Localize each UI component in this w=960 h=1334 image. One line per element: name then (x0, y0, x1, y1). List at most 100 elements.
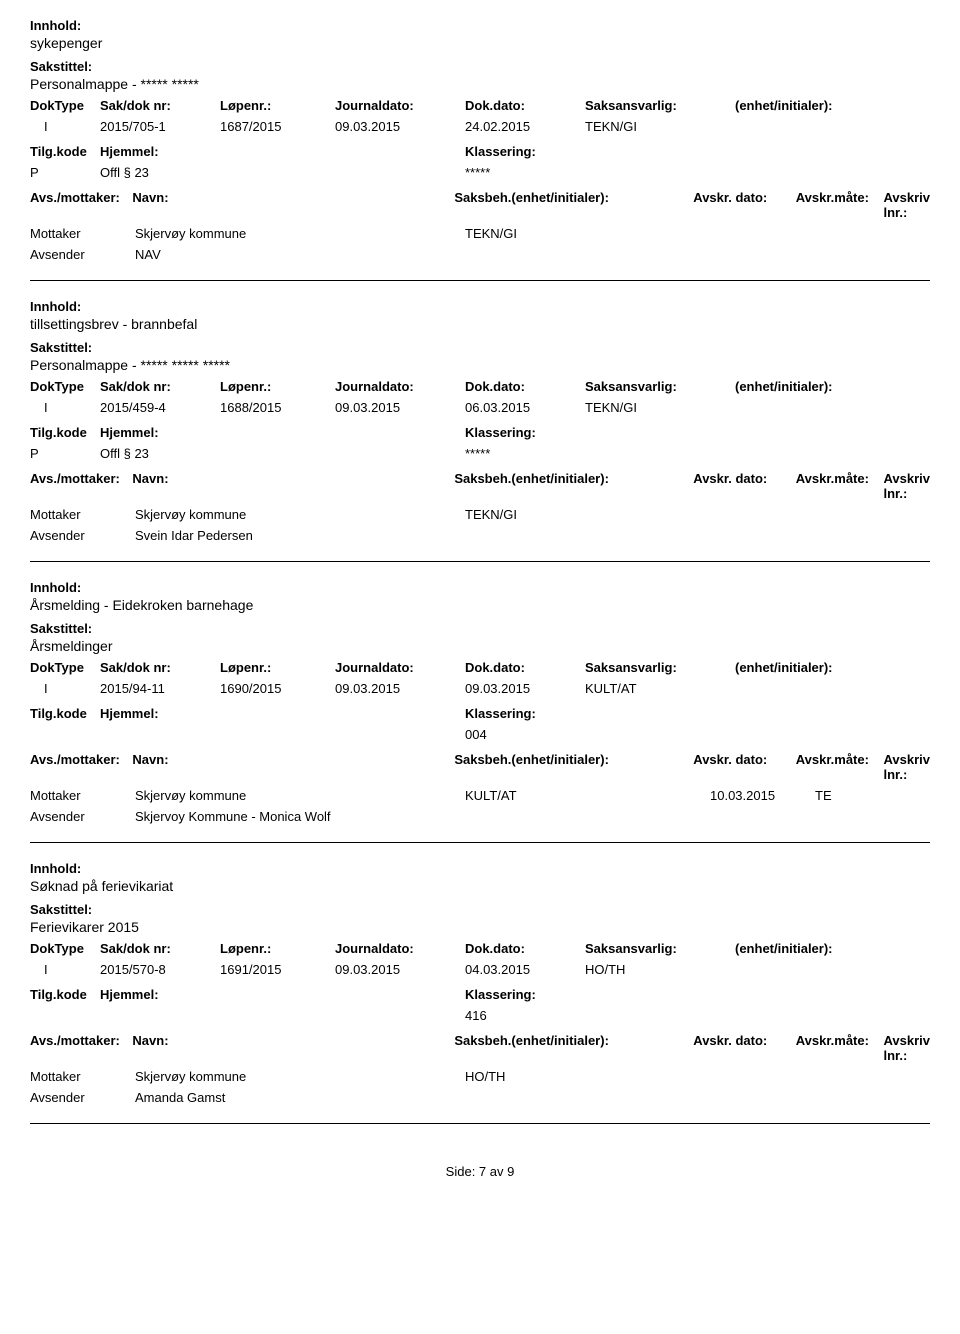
avskrdato-value: 10.03.2015 (710, 788, 815, 803)
avskrivlnr-header: Avskriv lnr.: (884, 752, 931, 782)
enhet-value (735, 119, 930, 134)
journal-entry: Innhold: Søknad på ferievikariat Sakstit… (30, 861, 930, 1124)
tilgkode-value: P (30, 165, 100, 180)
avskrdato-header: Avskr. dato: (693, 190, 795, 220)
enhet-header: (enhet/initialer): (735, 660, 930, 675)
dokdato-header: Dok.dato: (465, 98, 585, 113)
innhold-label: Innhold: (30, 861, 930, 876)
innhold-label: Innhold: (30, 299, 930, 314)
sakstittel-label: Sakstittel: (30, 621, 930, 636)
enhet-header: (enhet/initialer): (735, 98, 930, 113)
sakstittel-value: Årsmeldinger (30, 638, 930, 654)
separator (30, 842, 930, 843)
doktype-value: I (30, 400, 100, 415)
doktype-value: I (30, 681, 100, 696)
hjemmel-value (100, 1008, 465, 1023)
hjemmel-value (100, 727, 465, 742)
enhet-header: (enhet/initialer): (735, 379, 930, 394)
hjemmel-header: Hjemmel: (100, 144, 465, 159)
doktype-header: DokType (30, 660, 100, 675)
saksbeh-header: Saksbeh.(enhet/initialer): (454, 1033, 693, 1063)
avsmottaker-header: Avs./mottaker: (30, 1033, 132, 1063)
enhet-value (735, 681, 930, 696)
sakdoknr-value: 2015/94-11 (100, 681, 220, 696)
avskrdato-value (710, 1069, 815, 1084)
tilgkode-value: P (30, 446, 100, 461)
page-footer: Side: 7 av 9 (30, 1164, 930, 1179)
avsender-navn: Amanda Gamst (135, 1090, 930, 1105)
saksbeh-value: TEKN/GI (465, 507, 710, 522)
lopenr-value: 1687/2015 (220, 119, 335, 134)
tilgkode-header: Tilg.kode (30, 706, 100, 721)
avskrivlnr-header: Avskriv lnr.: (884, 1033, 931, 1063)
sakdoknr-value: 2015/570-8 (100, 962, 220, 977)
lopenr-value: 1688/2015 (220, 400, 335, 415)
avskrdato-header: Avskr. dato: (693, 471, 795, 501)
dokdato-header: Dok.dato: (465, 379, 585, 394)
avsmottaker-header: Avs./mottaker: (30, 752, 132, 782)
dokdato-value: 24.02.2015 (465, 119, 585, 134)
avsender-label: Avsender (30, 247, 135, 262)
klassering-value: ***** (465, 165, 930, 180)
klassering-header: Klassering: (465, 425, 930, 440)
navn-header: Navn: (132, 471, 454, 501)
sakdoknr-header: Sak/dok nr: (100, 379, 220, 394)
saksbeh-header: Saksbeh.(enhet/initialer): (454, 752, 693, 782)
saksansvarlig-value: TEKN/GI (585, 119, 735, 134)
saksansvarlig-header: Saksansvarlig: (585, 660, 735, 675)
journaldato-value: 09.03.2015 (335, 962, 465, 977)
hjemmel-header: Hjemmel: (100, 425, 465, 440)
lopenr-header: Løpenr.: (220, 379, 335, 394)
avskrivlnr-header: Avskriv lnr.: (884, 190, 931, 220)
avsender-navn: NAV (135, 247, 930, 262)
tilgkode-header: Tilg.kode (30, 425, 100, 440)
sakstittel-value: Personalmappe - ***** ***** (30, 76, 930, 92)
saksbeh-value: HO/TH (465, 1069, 710, 1084)
journal-entry: Innhold: sykepenger Sakstittel: Personal… (30, 18, 930, 281)
mottaker-label: Mottaker (30, 788, 135, 803)
sakstittel-value: Personalmappe - ***** ***** ***** (30, 357, 930, 373)
hjemmel-header: Hjemmel: (100, 706, 465, 721)
lopenr-value: 1691/2015 (220, 962, 335, 977)
tilgkode-header: Tilg.kode (30, 144, 100, 159)
avskrmate-value: TE (815, 788, 905, 803)
journal-entry: Innhold: tillsettingsbrev - brannbefal S… (30, 299, 930, 562)
klassering-header: Klassering: (465, 987, 930, 1002)
sakdoknr-value: 2015/705-1 (100, 119, 220, 134)
separator (30, 280, 930, 281)
journaldato-value: 09.03.2015 (335, 119, 465, 134)
mottaker-label: Mottaker (30, 226, 135, 241)
mottaker-navn: Skjervøy kommune (135, 507, 465, 522)
sakdoknr-header: Sak/dok nr: (100, 941, 220, 956)
mottaker-navn: Skjervøy kommune (135, 788, 465, 803)
dokdato-value: 04.03.2015 (465, 962, 585, 977)
saksansvarlig-value: KULT/AT (585, 681, 735, 696)
klassering-value: 416 (465, 1008, 930, 1023)
journaldato-header: Journaldato: (335, 660, 465, 675)
dokdato-header: Dok.dato: (465, 941, 585, 956)
saksbeh-value: TEKN/GI (465, 226, 710, 241)
avskrmate-header: Avskr.måte: (796, 1033, 884, 1063)
avskrdato-value (710, 507, 815, 522)
doktype-header: DokType (30, 379, 100, 394)
avskrmate-value (815, 507, 905, 522)
doktype-header: DokType (30, 98, 100, 113)
doktype-value: I (30, 119, 100, 134)
innhold-label: Innhold: (30, 580, 930, 595)
hjemmel-value: Offl § 23 (100, 446, 465, 461)
avskrivlnr-header: Avskriv lnr.: (884, 471, 931, 501)
doktype-header: DokType (30, 941, 100, 956)
avskrmate-value (815, 226, 905, 241)
saksansvarlig-header: Saksansvarlig: (585, 941, 735, 956)
tilgkode-value (30, 1008, 100, 1023)
avsmottaker-header: Avs./mottaker: (30, 471, 132, 501)
saksbeh-header: Saksbeh.(enhet/initialer): (454, 190, 693, 220)
journaldato-value: 09.03.2015 (335, 400, 465, 415)
sakstittel-value: Ferievikarer 2015 (30, 919, 930, 935)
enhet-header: (enhet/initialer): (735, 941, 930, 956)
avskrivlnr-value (905, 788, 930, 803)
separator (30, 561, 930, 562)
journaldato-header: Journaldato: (335, 941, 465, 956)
sakstittel-label: Sakstittel: (30, 340, 930, 355)
sakdoknr-header: Sak/dok nr: (100, 98, 220, 113)
